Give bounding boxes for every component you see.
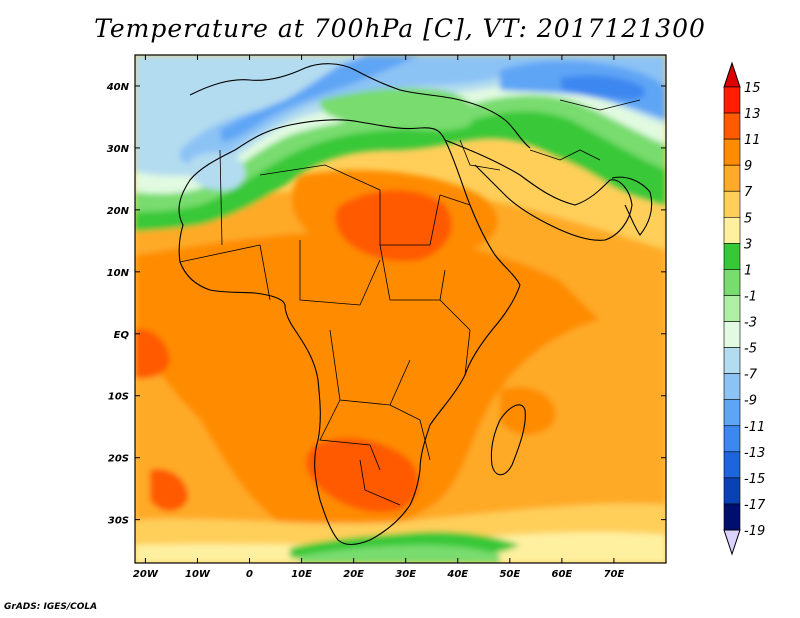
colorbar-swatch (723, 190, 741, 218)
colorbar-swatch (723, 295, 741, 322)
colorbar-label: -9 (744, 394, 757, 409)
x-tick-label: 60E (552, 569, 573, 580)
field-band-11 (135, 231, 600, 537)
colorbar-label: -17 (744, 498, 766, 513)
colorbar-label: 13 (744, 107, 761, 122)
colorbar-swatch (723, 243, 741, 270)
x-axis: 20W 10W 0 10E 20E 30E 40E 50E 60E 70E (133, 55, 625, 580)
x-tick-label: 70E (604, 569, 625, 580)
colorbar-swatch (723, 425, 741, 453)
field-south-1 (300, 545, 500, 563)
country-borders (179, 99, 641, 506)
colorbar-min-arrow (723, 529, 741, 556)
temperature-field (135, 55, 666, 563)
y-tick-label: 10S (108, 392, 129, 403)
india-coast (611, 176, 653, 236)
colorbar-swatch (723, 86, 741, 114)
field-band-11-indian (500, 386, 556, 435)
coastlines (178, 63, 653, 546)
africa-coastline (178, 119, 521, 546)
y-tick-label: 40N (106, 82, 130, 93)
colorbar-max-arrow (723, 61, 741, 88)
colorbar-label: -3 (744, 316, 757, 331)
y-tick-label: 20S (108, 454, 129, 465)
colorbar-label: -19 (744, 524, 765, 539)
colorbar-label: 5 (744, 211, 752, 226)
colorbar-swatch (723, 138, 741, 166)
colorbar-label: -7 (744, 368, 758, 383)
madagascar (490, 404, 526, 476)
colorbar-swatch (723, 216, 741, 244)
x-tick-label: 20W (133, 569, 159, 580)
field-band-m3-mountain (190, 152, 246, 191)
y-axis: 40N 30N 20N 10N EQ 10S 20S 30S (106, 82, 666, 527)
colorbar-swatch (723, 164, 741, 192)
colorbar-label: -11 (744, 420, 765, 435)
field-band-m5 (135, 55, 666, 176)
x-tick-label: 50E (499, 569, 520, 580)
field-band-m9 (220, 55, 420, 142)
x-tick-label: 0 (246, 569, 253, 580)
colorbar-label: -5 (744, 342, 757, 357)
colorbar-swatch (723, 503, 741, 531)
x-tick-label: 20E (343, 569, 364, 580)
field-band-13-atlantic (150, 469, 189, 512)
colorbar-swatch (723, 373, 741, 401)
x-tick-label: 30E (395, 569, 416, 580)
europe-coast (189, 63, 531, 149)
colorbar-label: -13 (744, 446, 765, 461)
colorbar-label: -1 (744, 289, 757, 304)
y-tick-label: 10N (107, 268, 130, 279)
field-band-13-sudan (335, 190, 452, 262)
colorbar-swatch (723, 347, 741, 374)
colorbar-swatch (723, 399, 741, 427)
colorbar-swatch (723, 451, 741, 479)
colorbar-swatch (723, 112, 741, 140)
field-med (319, 88, 474, 131)
grads-credit: GrADS: IGES/COLA (4, 602, 98, 612)
y-tick-label: 30N (107, 144, 130, 155)
field-arabia-7 (496, 149, 634, 227)
colorbar: 15 13 11 9 7 5 3 1 -1 -3 -5 -7 -9 -11 -13 -15 -17 -19 (723, 61, 766, 556)
colorbar-label: 9 (744, 159, 752, 174)
x-tick-label: 40E (446, 569, 468, 580)
x-tick-label: 10W (185, 569, 211, 580)
field-band-m11-east (560, 75, 646, 100)
field-band-13-west (135, 329, 170, 379)
colorbar-label: 15 (744, 81, 761, 96)
y-tick-label: 30S (108, 516, 129, 527)
x-tick-label: 10E (291, 569, 312, 580)
colorbar-label: 3 (744, 237, 752, 252)
y-tick-label: EQ (114, 330, 130, 341)
colorbar-label: 1 (744, 263, 752, 278)
arabia-coast (444, 139, 633, 241)
colorbar-label: 11 (744, 133, 761, 148)
colorbar-swatch (723, 269, 741, 296)
chart-title: Temperature at 700hPa [C], VT: 201712130… (94, 14, 706, 43)
colorbar-swatch (723, 477, 741, 505)
colorbar-swatch (723, 321, 741, 348)
colorbar-label: -15 (744, 472, 765, 487)
colorbar-label: 7 (744, 185, 753, 200)
map-frame (134, 54, 667, 564)
y-tick-label: 20N (107, 206, 130, 217)
